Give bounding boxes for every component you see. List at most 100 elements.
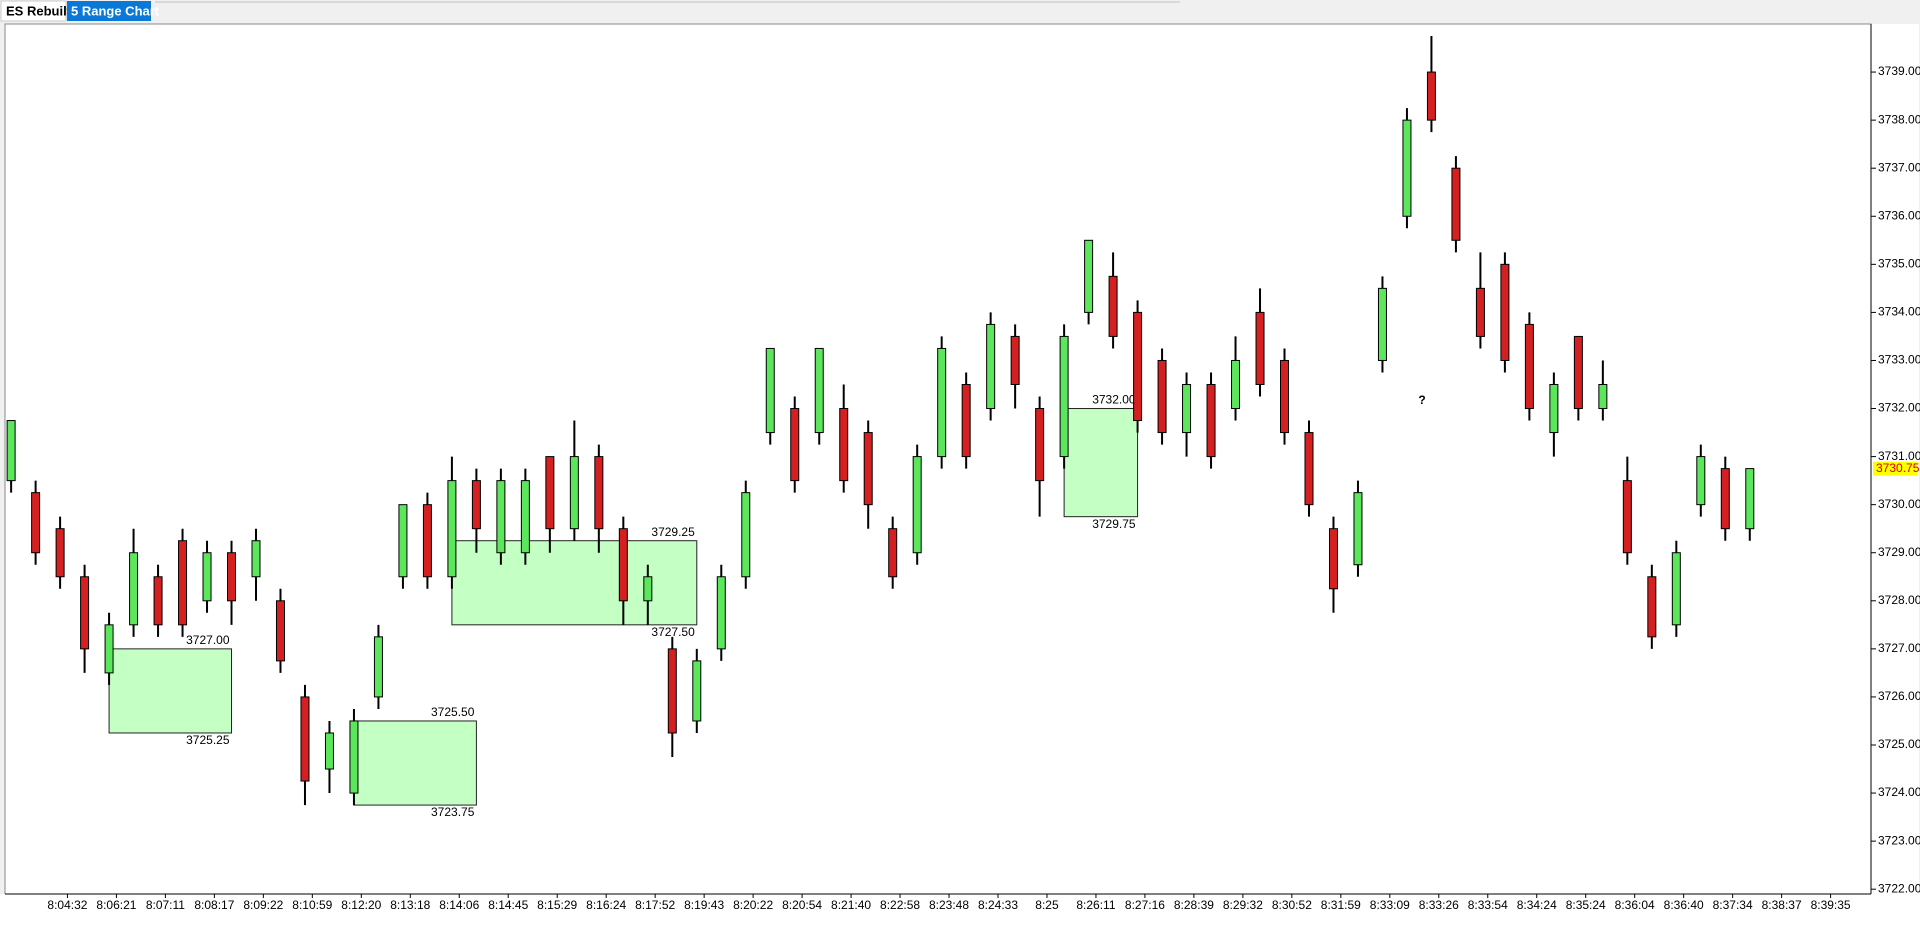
x-tick-label: 8:39:35	[1811, 898, 1851, 912]
candle-body	[643, 576, 653, 602]
candle-body	[447, 480, 457, 578]
candle-body	[1182, 383, 1192, 434]
candle-body	[1402, 119, 1412, 217]
x-tick-label: 8:24:33	[978, 898, 1018, 912]
x-tick-label: 8:23:48	[929, 898, 969, 912]
candle-body	[618, 528, 628, 602]
candle-body	[496, 480, 506, 554]
tab[interactable]	[0, 0, 67, 22]
candle-body	[55, 528, 65, 578]
candle-body	[373, 636, 383, 698]
candle-body	[471, 480, 481, 530]
y-tick-label: 3723.00	[1878, 833, 1920, 847]
candle-body	[1475, 287, 1485, 337]
candle-body	[1084, 239, 1094, 313]
candle-body	[814, 347, 824, 434]
candle-body	[1622, 480, 1632, 554]
candle-body	[741, 492, 751, 578]
x-tick-label: 8:14:45	[488, 898, 528, 912]
candle-body	[80, 576, 90, 650]
x-tick-label: 8:27:16	[1125, 898, 1165, 912]
tab-active[interactable]	[67, 1, 151, 21]
x-tick-label: 8:16:24	[586, 898, 626, 912]
candle-body	[545, 456, 555, 530]
y-tick-label: 3725.00	[1878, 737, 1920, 751]
candle-body	[569, 456, 579, 530]
last-price-box	[1873, 461, 1917, 476]
candle-body	[888, 528, 898, 578]
candle-body	[863, 432, 873, 506]
y-tick-label: 3726.00	[1878, 689, 1920, 703]
candle-body	[765, 347, 775, 434]
candle-body	[594, 456, 604, 530]
x-tick-label: 8:20:22	[733, 898, 773, 912]
price-axis	[1871, 24, 1919, 894]
candle-body	[1304, 432, 1314, 506]
x-tick-label: 8:30:52	[1272, 898, 1312, 912]
candle-body	[1353, 492, 1363, 566]
candle-body	[790, 408, 800, 482]
candle-body	[692, 660, 702, 722]
x-tick-label: 8:20:54	[782, 898, 822, 912]
x-tick-label: 8:07:11	[146, 898, 185, 912]
candle-body	[275, 600, 285, 662]
y-tick-label: 3731.00	[1878, 449, 1920, 463]
x-tick-label: 8:21:40	[831, 898, 871, 912]
y-tick-label: 3733.00	[1878, 353, 1920, 367]
zone-bottom-label: 3725.25	[186, 733, 230, 747]
x-tick-label: 8:06:21	[96, 898, 136, 912]
candle-body	[422, 504, 432, 578]
candle-body	[986, 323, 996, 410]
y-tick-label: 3727.00	[1878, 641, 1920, 655]
y-tick-label: 3729.00	[1878, 545, 1920, 559]
candle-body	[1231, 359, 1241, 410]
candle-body	[1500, 263, 1510, 361]
candle-body	[1549, 383, 1559, 434]
x-tick-label: 8:28:39	[1174, 898, 1214, 912]
candle-body	[839, 408, 849, 482]
x-tick-label: 8:36:04	[1615, 898, 1655, 912]
zone-top-label: 3729.25	[651, 525, 695, 539]
tab-strip	[155, 1, 1180, 3]
zone-top-label: 3725.50	[431, 705, 475, 719]
candle-body	[961, 383, 971, 458]
candle-body	[104, 624, 114, 674]
candle-body	[1377, 287, 1387, 361]
candle-body	[1206, 383, 1216, 458]
candle-body	[1328, 528, 1338, 590]
y-tick-label: 3732.00	[1878, 401, 1920, 415]
x-tick-label: 8:25	[1035, 898, 1059, 912]
candle-body	[153, 576, 163, 626]
y-tick-label: 3730.00	[1878, 497, 1920, 511]
candle-body	[6, 420, 16, 482]
candle-body	[937, 347, 947, 458]
candle-body	[1280, 359, 1290, 434]
candle-body	[1647, 576, 1657, 638]
zone-bottom-label: 3727.50	[651, 625, 695, 639]
candle-body	[349, 720, 359, 794]
x-tick-label: 8:26:11	[1076, 898, 1115, 912]
y-tick-label: 3738.00	[1878, 112, 1920, 126]
y-tick-label: 3735.00	[1878, 257, 1920, 271]
last-price-label: 3730.75	[1876, 461, 1920, 475]
y-tick-label: 3736.00	[1878, 208, 1920, 222]
zone	[353, 720, 477, 806]
candle-body	[1426, 71, 1436, 121]
x-tick-label: 8:35:24	[1566, 898, 1606, 912]
candle-body	[520, 480, 530, 554]
y-tick-label: 3722.00	[1878, 881, 1920, 895]
x-tick-label: 8:29:32	[1223, 898, 1263, 912]
time-axis	[0, 894, 1920, 928]
candle-body	[667, 648, 677, 734]
x-tick-label: 8:04:32	[47, 898, 87, 912]
y-tick-label: 3728.00	[1878, 593, 1920, 607]
x-tick-label: 8:33:09	[1370, 898, 1410, 912]
candle-body	[1108, 275, 1118, 337]
candle-body	[1524, 323, 1534, 410]
x-tick-label: 8:09:22	[243, 898, 283, 912]
x-tick-label: 8:31:59	[1321, 898, 1361, 912]
annotation: ?	[1418, 393, 1425, 407]
x-tick-label: 8:33:26	[1419, 898, 1459, 912]
x-tick-label: 8:37:34	[1713, 898, 1753, 912]
zone-bottom-label: 3729.75	[1092, 517, 1136, 531]
